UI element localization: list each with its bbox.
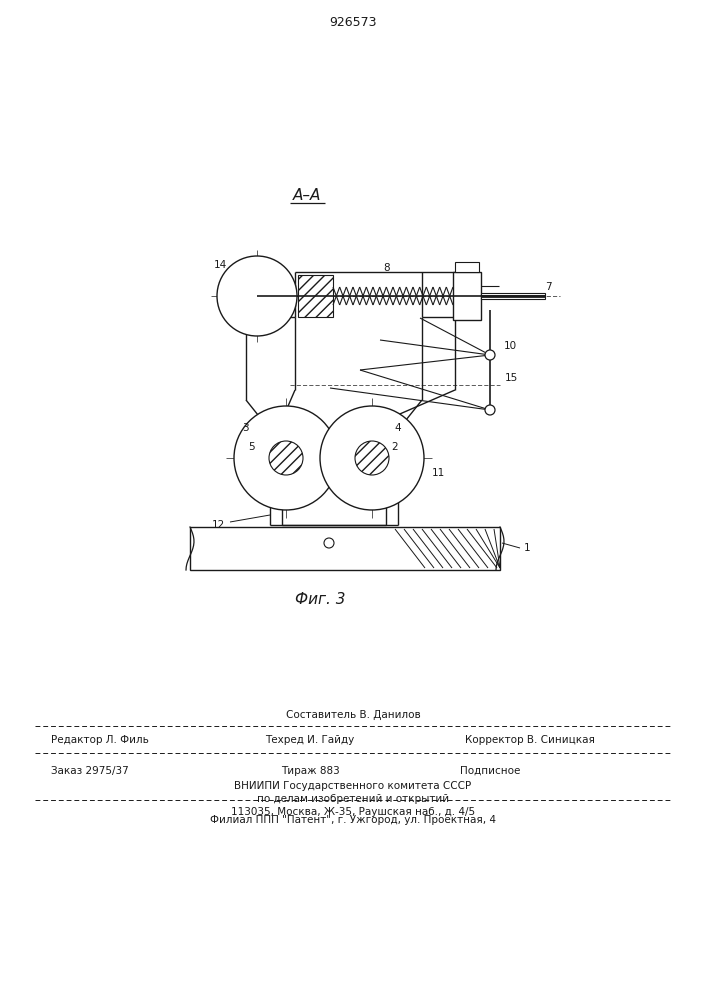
Text: по делам изобретений и открытий: по делам изобретений и открытий	[257, 794, 449, 804]
Text: ВНИИПИ Государственного комитета СССР: ВНИИПИ Государственного комитета СССР	[235, 781, 472, 791]
Text: Подписное: Подписное	[460, 766, 520, 776]
Circle shape	[485, 405, 495, 415]
Text: 11: 11	[431, 468, 445, 478]
Text: А–А: А–А	[293, 188, 321, 202]
Text: 5: 5	[249, 442, 255, 452]
Text: 14: 14	[214, 260, 227, 270]
Text: 9: 9	[464, 262, 470, 272]
Bar	[455, 262, 479, 272]
Bar	[453, 272, 481, 320]
Circle shape	[269, 441, 303, 475]
Text: 10: 10	[503, 341, 517, 351]
Text: Техред И. Гайду: Техред И. Гайду	[265, 735, 355, 745]
Text: 926573: 926573	[329, 15, 377, 28]
Bar	[481, 293, 545, 299]
Text: Тираж 883: Тираж 883	[281, 766, 339, 776]
Text: Заказ 2975/37: Заказ 2975/37	[51, 766, 129, 776]
Circle shape	[234, 406, 338, 510]
Text: 8: 8	[384, 263, 390, 273]
Text: Филиал ППП "Патент", г. Ужгород, ул. Проектная, 4: Филиал ППП "Патент", г. Ужгород, ул. Про…	[210, 815, 496, 825]
Text: Составитель В. Данилов: Составитель В. Данилов	[286, 710, 421, 720]
Bar	[190, 527, 500, 570]
Text: 4: 4	[395, 423, 402, 433]
Text: Фиг. 3: Фиг. 3	[295, 592, 345, 607]
Text: Корректор В. Синицкая: Корректор В. Синицкая	[465, 735, 595, 745]
Circle shape	[485, 350, 495, 360]
Text: 2: 2	[392, 442, 398, 452]
Circle shape	[355, 441, 389, 475]
Text: 12: 12	[211, 520, 225, 530]
Text: 113035, Москва, Ж-35, Раушская наб., д. 4/5: 113035, Москва, Ж-35, Раушская наб., д. …	[231, 807, 475, 817]
Text: 15: 15	[504, 373, 518, 383]
Circle shape	[320, 406, 424, 510]
Text: 1: 1	[524, 543, 530, 553]
Text: 3: 3	[242, 423, 248, 433]
Bar	[298, 275, 333, 317]
Circle shape	[324, 538, 334, 548]
Circle shape	[217, 256, 297, 336]
Text: 7: 7	[544, 282, 551, 292]
Text: Редактор Л. Филь: Редактор Л. Филь	[51, 735, 149, 745]
